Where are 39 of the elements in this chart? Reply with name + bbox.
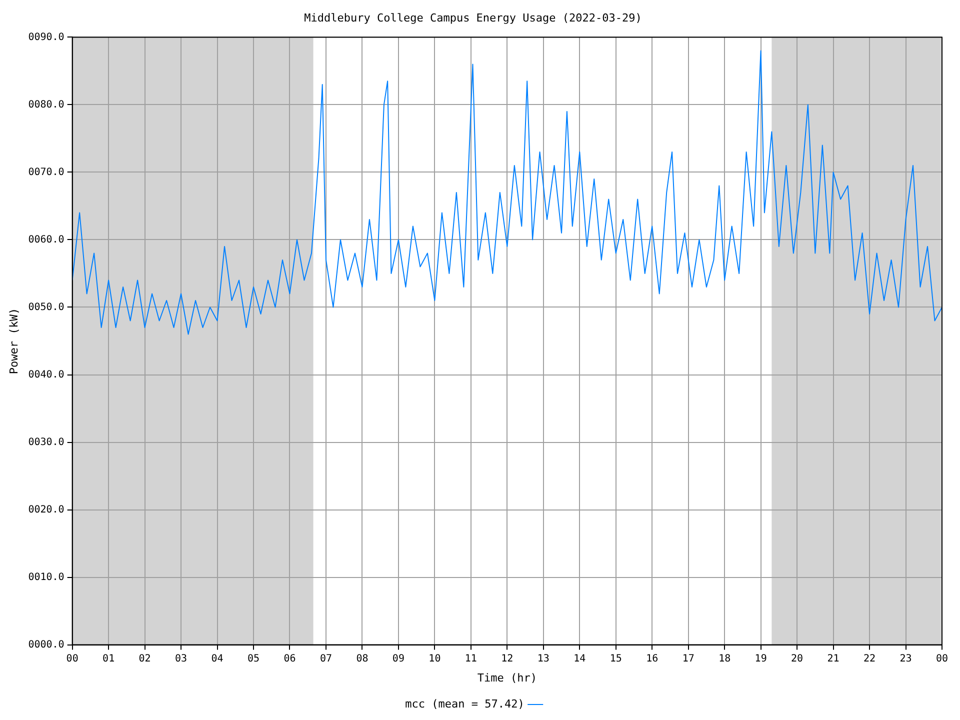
legend-label: mcc (mean = 57.42) — [405, 697, 524, 710]
x-tick-label: 09 — [392, 653, 404, 664]
y-tick-label: 0070.0 — [28, 166, 64, 178]
x-tick-label: 01 — [102, 653, 115, 664]
x-tick-label: 16 — [646, 653, 658, 664]
y-tick-label: 0060.0 — [28, 234, 64, 246]
y-tick-label: 0050.0 — [28, 302, 64, 313]
x-tick-label: 02 — [138, 653, 151, 664]
x-tick-label: 06 — [284, 653, 296, 664]
x-tick-label: 17 — [682, 653, 694, 664]
x-axis-title: Time (hr) — [477, 671, 537, 684]
x-tick-label: 21 — [827, 653, 840, 664]
x-tick-label: 23 — [900, 653, 912, 664]
x-tick-label: 07 — [320, 653, 332, 664]
y-tick-label: 0090.0 — [28, 32, 64, 43]
x-tick-label: 04 — [211, 653, 224, 664]
x-tick-label: 03 — [175, 653, 188, 664]
y-tick-label: 0030.0 — [28, 436, 64, 448]
x-tick-label: 18 — [718, 653, 731, 664]
x-tick-label: 11 — [464, 653, 477, 664]
x-tick-label: 10 — [428, 653, 441, 664]
x-tick-label: 19 — [754, 653, 767, 664]
x-tick-label: 22 — [864, 653, 876, 664]
x-tick-label: 14 — [574, 653, 586, 664]
x-tick-label: 12 — [501, 653, 514, 664]
x-tick-label: 05 — [247, 653, 260, 664]
x-tick-label: 00 — [66, 653, 78, 664]
y-tick-label: 0080.0 — [28, 99, 64, 110]
chart-title: Middlebury College Campus Energy Usage (2022-03-29) — [304, 11, 642, 24]
y-tick-label: 0020.0 — [28, 504, 64, 516]
y-tick-label: 0000.0 — [28, 639, 64, 650]
x-tick-label: 15 — [610, 653, 622, 664]
y-tick-label: 0010.0 — [28, 572, 64, 583]
x-tick-label: 13 — [537, 653, 550, 664]
x-tick-label: 08 — [356, 653, 368, 664]
x-tick-label: 20 — [791, 653, 804, 664]
y-tick-label: 0040.0 — [28, 369, 64, 380]
x-tick-label: 00 — [936, 653, 948, 664]
y-axis-title: Power (kW) — [7, 308, 20, 374]
